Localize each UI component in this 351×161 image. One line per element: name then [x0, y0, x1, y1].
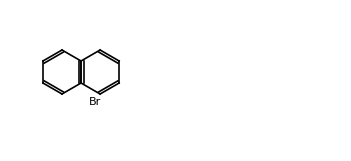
Text: Br: Br — [89, 97, 101, 107]
